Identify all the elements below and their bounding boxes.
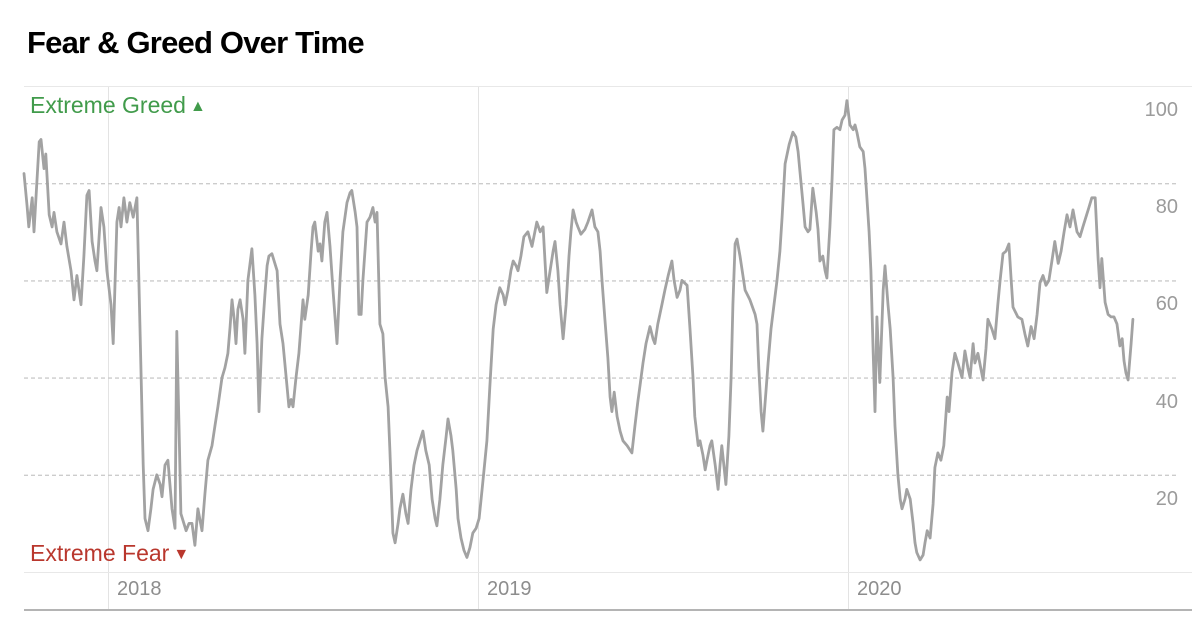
fear-greed-index-line — [22, 99, 1135, 562]
extreme-greed-label: Extreme Greed ▲ — [30, 92, 206, 119]
up-triangle-icon: ▲ — [189, 98, 206, 115]
extreme-greed-text: Extreme Greed — [30, 92, 186, 118]
y-axis-tick-20: 20 — [1155, 488, 1178, 510]
extreme-fear-text: Extreme Fear — [30, 540, 170, 566]
chart-title: Fear & Greed Over Time — [27, 25, 365, 60]
x-axis-tick-2020: 2020 — [857, 578, 902, 600]
y-axis-tick-80: 80 — [1155, 196, 1178, 218]
y-axis-tick-40: 40 — [1155, 391, 1178, 413]
x-axis-tick-2018: 2018 — [117, 578, 162, 600]
extreme-fear-label: Extreme Fear ▼ — [30, 540, 189, 567]
y-axis-tick-100: 100 — [1144, 99, 1178, 121]
y-axis-tick-60: 60 — [1155, 293, 1178, 315]
x-axis-tick-2019: 2019 — [487, 578, 532, 600]
down-triangle-icon: ▼ — [173, 546, 190, 563]
